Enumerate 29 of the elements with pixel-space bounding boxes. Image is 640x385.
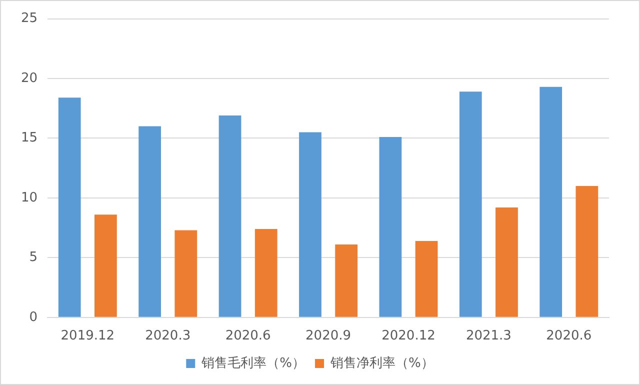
- bar: [459, 92, 482, 317]
- y-tick-label: 20: [20, 70, 38, 86]
- bar: [379, 137, 402, 317]
- y-tick-label: 25: [20, 11, 38, 26]
- x-tick-label: 2020.9: [306, 328, 352, 344]
- bar: [58, 98, 81, 317]
- bar: [254, 229, 278, 317]
- bar: [138, 126, 161, 317]
- x-tick-label: 2020.3: [145, 328, 191, 344]
- bar: [415, 240, 438, 317]
- x-tick-label: 2020.6: [225, 328, 271, 344]
- bar: [496, 208, 518, 317]
- x-tick-label: 2021.3: [466, 328, 512, 344]
- y-tick-label: 0: [29, 310, 38, 325]
- bar: [540, 86, 562, 317]
- legend-label: 销售毛利率（%）: [200, 354, 306, 371]
- y-tick-label: 10: [20, 190, 38, 206]
- x-tick-label: 2019.12: [60, 328, 115, 344]
- x-tick-label: 2020.6: [546, 328, 592, 344]
- y-tick-label: 15: [20, 130, 38, 146]
- bar: [174, 230, 198, 317]
- bar: [94, 214, 117, 317]
- legend-label: 销售净利率（%）: [330, 354, 434, 371]
- bar: [335, 244, 358, 317]
- bar: [576, 186, 598, 317]
- y-tick-label: 5: [29, 250, 38, 266]
- bar: [218, 116, 242, 317]
- bar: [299, 132, 322, 317]
- x-tick-label: 2020.12: [382, 328, 436, 344]
